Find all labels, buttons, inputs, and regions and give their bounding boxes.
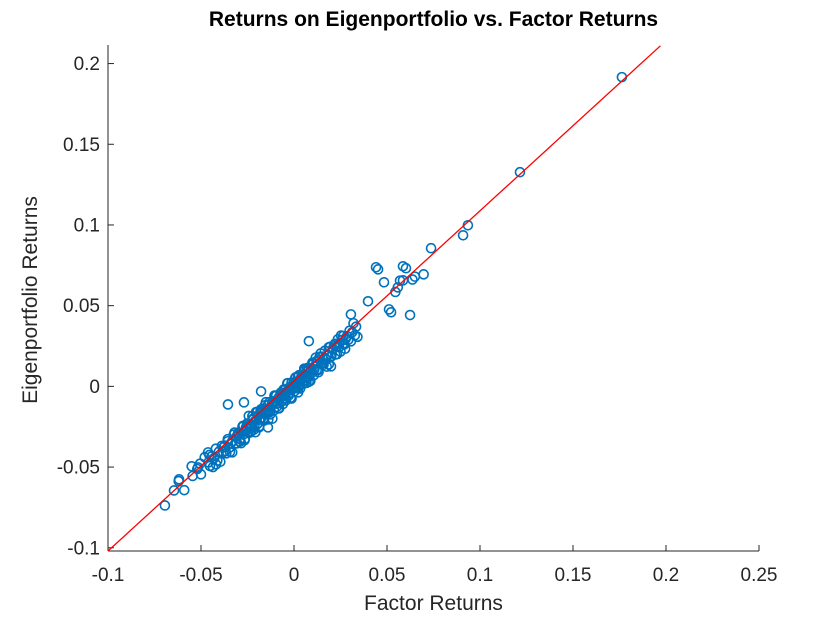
x-tick-label: -0.05 <box>179 565 222 586</box>
scatter-marker <box>255 386 267 397</box>
x-tick-label: 0.05 <box>369 565 406 586</box>
y-tick-label: 0.2 <box>74 54 100 75</box>
scatter-marker <box>337 338 349 350</box>
scatter-marker <box>222 399 234 410</box>
scatter-marker <box>159 500 171 511</box>
y-tick-label: -0.05 <box>57 458 100 479</box>
scatter-marker <box>392 282 404 293</box>
scatter-marker <box>321 361 333 372</box>
scatter-marker <box>345 309 357 320</box>
scatter-marker <box>298 363 310 374</box>
x-tick-label: -0.1 <box>92 565 125 586</box>
scatter-marker <box>220 445 231 457</box>
scatter-marker <box>378 276 390 288</box>
scatter-marker <box>273 403 285 414</box>
scatter-marker <box>294 383 306 394</box>
chart-title: Returns on Eigenportfolio vs. Factor Ret… <box>208 8 659 31</box>
scatter-marker <box>457 229 469 241</box>
scatter-marker <box>224 446 236 458</box>
scatter-marker <box>385 306 397 318</box>
scatter-marker <box>362 296 374 307</box>
x-axis-label: Factor Returns <box>364 592 503 615</box>
scatter-marker <box>303 335 315 347</box>
scatter-marker <box>372 264 384 275</box>
scatter-marker <box>339 343 351 355</box>
scatter-marker <box>400 262 412 274</box>
scatter-marker <box>178 484 190 496</box>
scatter-marker <box>370 261 382 273</box>
scatter-marker <box>383 304 395 315</box>
scatter-marker <box>404 309 416 321</box>
y-tick-label: -0.1 <box>67 538 100 559</box>
scatter-marker <box>173 474 185 485</box>
scatter-marker <box>195 469 207 480</box>
scatter-marker <box>407 274 418 285</box>
scatter-marker <box>264 409 276 420</box>
scatter-marker <box>238 397 250 408</box>
scatter-marker <box>514 166 526 178</box>
scatter-marker <box>240 426 251 437</box>
y-tick-label: 0 <box>89 377 100 398</box>
scatter-marker <box>418 269 429 280</box>
y-tick-label: 0.1 <box>74 215 100 236</box>
scatter-marker <box>329 338 341 350</box>
scatter-marker <box>290 383 302 394</box>
x-tick-label: 0.2 <box>653 565 679 586</box>
scatter-marker <box>215 456 226 468</box>
scatter-marker <box>425 242 437 254</box>
x-tick-label: 0.1 <box>467 565 493 586</box>
scatter-marker <box>229 427 240 438</box>
scatter-marker <box>280 393 292 404</box>
x-tick-label: 0.25 <box>741 565 778 586</box>
x-tick-label: 0 <box>289 565 300 586</box>
scatter-marker <box>253 422 265 433</box>
scatter-marker <box>352 331 363 343</box>
y-tick-label: 0.05 <box>63 296 100 317</box>
scatter-marker <box>235 437 247 449</box>
x-tick-label: 0.15 <box>555 565 592 586</box>
scatter-marker <box>350 321 362 332</box>
y-tick-label: 0.15 <box>63 135 100 156</box>
reference-line <box>107 45 661 552</box>
scatter-marker <box>305 375 316 387</box>
scatter-marker <box>231 438 243 449</box>
scatter-marker <box>168 485 180 496</box>
scatter-marker <box>331 348 343 360</box>
scatter-marker <box>269 390 280 402</box>
y-axis-label: Eigenportfolio Returns <box>19 196 42 404</box>
scatter-marker <box>300 374 312 386</box>
